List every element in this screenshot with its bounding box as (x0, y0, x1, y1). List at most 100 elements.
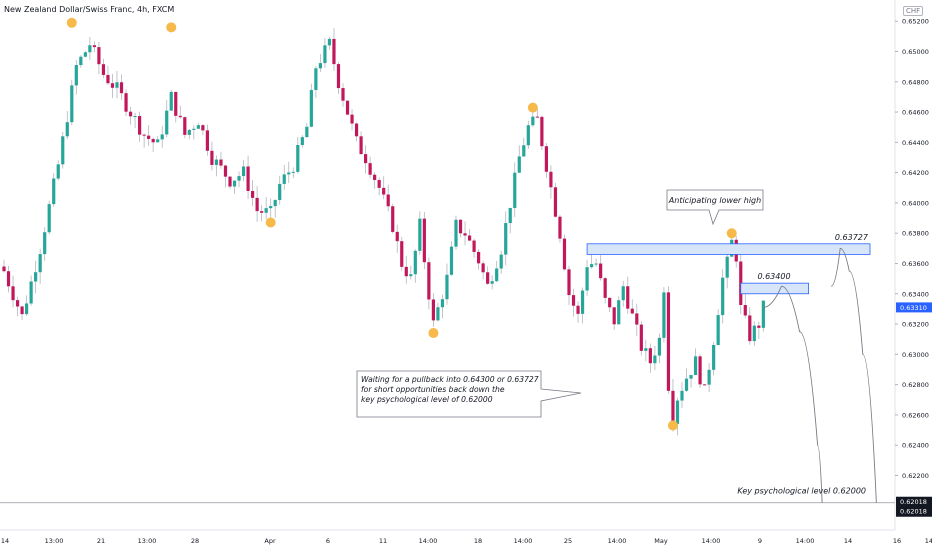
candle-down (639, 324, 643, 351)
candle-up (241, 166, 246, 177)
candle-down (97, 47, 101, 65)
time-tick-label: 6 (326, 537, 330, 545)
candle-down (336, 64, 341, 89)
candle-down (364, 154, 368, 164)
candle-up (273, 200, 277, 207)
candle-down (576, 305, 580, 314)
candle-down (15, 300, 20, 307)
candle-down (612, 307, 616, 325)
price-tick-label: 0.63800 (902, 230, 929, 238)
candle-down (743, 304, 747, 316)
candle-up (309, 89, 313, 127)
candle-up (526, 125, 530, 146)
overlays-layer: 0.63727 0.63400 Anticipating lower high Wai… (0, 17, 895, 504)
candle-up (594, 263, 598, 265)
candle-down (608, 297, 612, 308)
time-tick-label: 14:00 (419, 537, 438, 545)
candle-down (151, 138, 155, 143)
candle-down (246, 166, 250, 191)
candle-up (522, 145, 526, 157)
swing-point-marker (428, 328, 439, 339)
candle-down (205, 130, 209, 151)
candle-down (630, 308, 634, 314)
time-tick-label: 21 (97, 537, 105, 545)
candle-up (449, 246, 454, 275)
candle-up (761, 300, 765, 328)
candle-down (486, 272, 490, 284)
price-tick-label: 0.63200 (902, 321, 929, 329)
time-axis[interactable]: 14 13:00 21 13:00 28 Apr 6 11 14:00 18 14:00 25 14:0… (1, 537, 932, 545)
candle-up (454, 219, 458, 247)
candle-down (110, 83, 115, 88)
chart-title: New Zealand Dollar/Swiss Franc, 4h, FXCM (4, 5, 175, 14)
candle-down (106, 74, 110, 84)
candle-down (671, 390, 675, 424)
price-tick-label: 0.62800 (902, 381, 929, 389)
currency-badge[interactable]: CHF (903, 6, 924, 16)
candle-down (391, 206, 395, 232)
candle-down (562, 238, 567, 270)
candle-up (327, 38, 332, 46)
candle-down (603, 278, 607, 298)
candle-up (133, 116, 137, 118)
candle-down (626, 286, 630, 309)
candle-up (29, 281, 33, 304)
candle-down (544, 146, 548, 172)
candle-up (418, 218, 422, 251)
candle-up (436, 307, 440, 321)
candle-down (101, 64, 106, 75)
candle-up (47, 204, 51, 233)
candle-down (345, 100, 350, 115)
candle-down (178, 115, 182, 118)
candle-down (255, 197, 259, 212)
candle-up (693, 356, 698, 376)
candle-down (350, 114, 354, 124)
lower-high-text: Anticipating lower high (668, 196, 761, 205)
price-tick-label: 0.65200 (902, 18, 929, 26)
candle-up (445, 274, 449, 300)
candle-up (65, 122, 69, 137)
candle-down (698, 356, 702, 385)
candle-up (653, 355, 657, 364)
candle-up (580, 290, 585, 314)
price-axis[interactable]: 0.65200 0.65000 0.64800 0.64600 0.64400 0.642… (895, 18, 932, 517)
candle-up (495, 268, 499, 282)
price-tick-label: 0.64400 (902, 139, 929, 147)
candle-down (386, 194, 390, 207)
plan-callout[interactable] (356, 370, 582, 418)
candle-down (558, 216, 562, 239)
candle-up (115, 82, 119, 88)
price-tick-label: 0.62600 (902, 411, 929, 419)
candle-up (409, 274, 413, 277)
candle-down (183, 117, 187, 135)
candle-up (508, 207, 512, 224)
candle-down (553, 187, 558, 217)
time-tick-label: 14 (1, 537, 9, 545)
candle-down (463, 233, 467, 236)
candle-down (472, 240, 476, 252)
swing-point-marker (166, 22, 177, 33)
candle-down (251, 190, 255, 198)
candle-up (264, 208, 268, 213)
candle-up (79, 56, 83, 66)
zone-price-label: 0.63400 (757, 272, 790, 281)
lower-high-callout[interactable] (666, 189, 764, 226)
time-tick-label: 14:00 (796, 537, 815, 545)
key-level-tag (896, 496, 932, 517)
projection-curve (763, 285, 823, 503)
candle-down (382, 187, 386, 195)
candle-up (83, 52, 87, 57)
resistance-zone[interactable] (740, 282, 809, 295)
candle-up (585, 267, 589, 291)
candle-up (169, 91, 173, 111)
time-tick-label: 14:00 (608, 537, 627, 545)
time-tick-label: 18 (474, 537, 482, 545)
candle-down (332, 38, 336, 65)
swing-point-marker (66, 17, 77, 28)
candle-down (757, 325, 761, 328)
candle-up (712, 344, 716, 370)
resistance-zone[interactable] (586, 243, 871, 255)
candle-down (223, 165, 228, 177)
time-tick-label: 25 (564, 537, 572, 545)
